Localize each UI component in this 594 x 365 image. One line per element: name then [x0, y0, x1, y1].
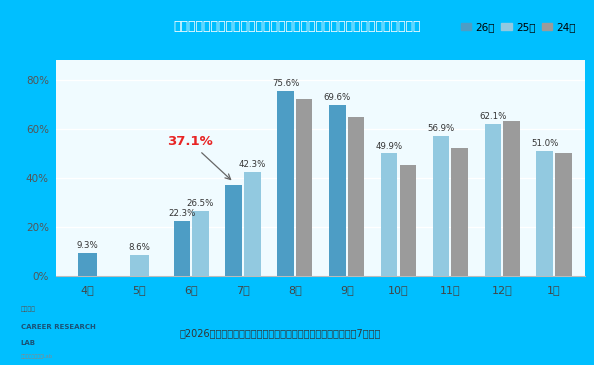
Text: 「2026年卒大学生インターンシップ・就職活動準備実態調査（7月）」: 「2026年卒大学生インターンシップ・就職活動準備実態調査（7月）」	[179, 328, 381, 339]
Bar	[451, 148, 468, 276]
Bar	[129, 254, 149, 276]
Bar	[485, 124, 501, 276]
Legend: 26卒, 25卒, 24卒: 26卒, 25卒, 24卒	[457, 18, 580, 36]
Bar	[503, 122, 520, 276]
Bar	[555, 153, 571, 276]
Text: キャリアリサーチLab: キャリアリサーチLab	[21, 354, 52, 359]
Text: CAREER RESEARCH: CAREER RESEARCH	[21, 324, 96, 330]
Bar	[347, 116, 364, 276]
Bar	[400, 165, 416, 276]
Text: 22.3%: 22.3%	[168, 209, 195, 218]
Bar	[536, 151, 553, 276]
Bar	[225, 185, 242, 276]
Text: 37.1%: 37.1%	[167, 135, 230, 180]
Text: 69.6%: 69.6%	[324, 93, 351, 102]
Text: 56.9%: 56.9%	[427, 124, 454, 133]
Text: 単月でのインターンシップ・仕事体験に参加した割合の推移（単一回答）: 単月でのインターンシップ・仕事体験に参加した割合の推移（単一回答）	[173, 20, 421, 33]
Text: 26.5%: 26.5%	[187, 199, 214, 208]
Bar	[329, 105, 346, 276]
Bar	[432, 137, 449, 276]
Text: 51.0%: 51.0%	[531, 139, 558, 148]
Text: LAB: LAB	[21, 341, 36, 346]
Text: マイナビ: マイナビ	[21, 307, 36, 312]
Text: 75.6%: 75.6%	[272, 78, 299, 88]
Bar	[244, 172, 261, 276]
Text: 42.3%: 42.3%	[239, 160, 266, 169]
Text: 62.1%: 62.1%	[479, 112, 507, 121]
Bar	[192, 211, 209, 276]
Bar	[277, 91, 294, 276]
Bar	[173, 221, 190, 276]
Text: 8.6%: 8.6%	[128, 243, 150, 251]
Bar	[381, 153, 397, 276]
Text: 49.9%: 49.9%	[375, 142, 403, 150]
Bar	[296, 99, 312, 276]
Text: 9.3%: 9.3%	[77, 241, 99, 250]
Bar	[78, 253, 97, 276]
